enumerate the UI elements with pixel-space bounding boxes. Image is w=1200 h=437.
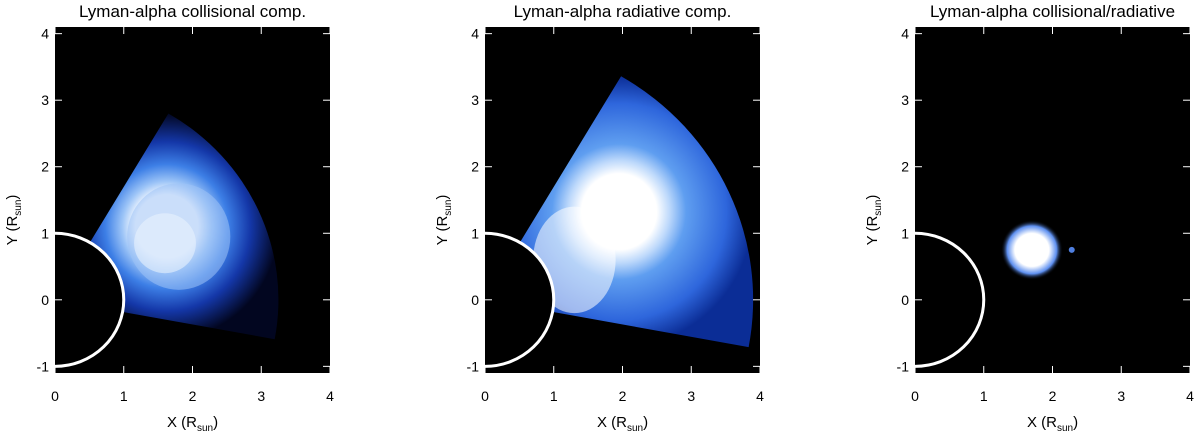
y-axis-label-sub: sun xyxy=(873,200,884,216)
x-tick-label: 3 xyxy=(1117,388,1125,404)
x-tick-label: 1 xyxy=(550,388,558,404)
y-tick-label: 1 xyxy=(41,225,49,241)
y-tick-label: 4 xyxy=(471,26,479,42)
x-tick-label: 2 xyxy=(189,388,197,404)
y-tick-label: 4 xyxy=(901,26,909,42)
x-tick-label: 4 xyxy=(326,388,334,404)
x-axis-label: X (Rsun) xyxy=(1027,414,1078,432)
y-tick-label: -1 xyxy=(37,358,50,374)
y-axis-label: Y (Rsun) xyxy=(4,195,24,246)
chart-title: Lyman-alpha collisional/radiative xyxy=(930,2,1175,21)
y-tick-label: 1 xyxy=(901,225,909,241)
y-axis-label-text: ) xyxy=(4,195,21,200)
x-axis-label-text: X (R xyxy=(597,414,627,431)
x-tick-label: 0 xyxy=(911,388,919,404)
y-tick-label: 1 xyxy=(471,225,479,241)
emission-blob xyxy=(134,213,196,274)
emission-blob xyxy=(1000,219,1063,280)
y-tick-label: 3 xyxy=(901,92,909,108)
y-axis-label-text: ) xyxy=(434,195,451,200)
y-tick-label: 0 xyxy=(41,292,49,308)
x-axis-label-sub: sun xyxy=(1057,423,1073,432)
x-axis-label-sub: sun xyxy=(197,423,213,432)
y-tick-label: 4 xyxy=(41,26,49,42)
y-axis-label: Y (Rsun) xyxy=(434,195,454,246)
y-axis-label-sub: sun xyxy=(13,200,24,216)
x-tick-label: 4 xyxy=(756,388,764,404)
sun-disk xyxy=(55,231,126,368)
chart-title: Lyman-alpha collisional comp. xyxy=(79,2,306,21)
chart-title: Lyman-alpha radiative comp. xyxy=(514,2,732,21)
x-tick-label: 2 xyxy=(1049,388,1057,404)
y-axis-label-text: ) xyxy=(864,195,881,200)
emission-blob xyxy=(1068,246,1075,253)
x-tick-label: 4 xyxy=(1186,388,1194,404)
x-axis-label: X (Rsun) xyxy=(597,414,648,432)
y-axis-label-sub: sun xyxy=(443,200,454,216)
y-tick-label: 3 xyxy=(471,92,479,108)
x-tick-label: 2 xyxy=(619,388,627,404)
y-axis-label: Y (Rsun) xyxy=(864,195,884,246)
x-tick-label: 3 xyxy=(257,388,265,404)
plot-content xyxy=(55,113,279,368)
y-tick-label: 2 xyxy=(471,159,479,175)
y-axis-label-text: Y (R xyxy=(864,216,881,246)
x-axis-label: X (Rsun) xyxy=(167,414,218,432)
x-axis-label-text: ) xyxy=(643,414,648,431)
y-tick-label: 0 xyxy=(901,292,909,308)
x-axis-label-sub: sun xyxy=(627,423,643,432)
x-tick-label: 1 xyxy=(980,388,988,404)
plot-content xyxy=(915,219,1075,368)
x-tick-label: 0 xyxy=(481,388,489,404)
sun-disk xyxy=(915,231,986,368)
y-tick-label: -1 xyxy=(467,358,480,374)
x-axis-label-text: ) xyxy=(213,414,218,431)
y-axis-label-text: Y (R xyxy=(434,216,451,246)
y-tick-label: 0 xyxy=(471,292,479,308)
plot-content xyxy=(485,76,754,368)
y-tick-label: 3 xyxy=(41,92,49,108)
x-tick-label: 3 xyxy=(687,388,695,404)
x-tick-label: 1 xyxy=(120,388,128,404)
y-axis-label-text: Y (R xyxy=(4,216,21,246)
x-axis-label-text: X (R xyxy=(1027,414,1057,431)
x-axis-label-text: ) xyxy=(1073,414,1078,431)
sun-disk xyxy=(485,231,556,368)
x-axis-label-text: X (R xyxy=(167,414,197,431)
y-tick-label: -1 xyxy=(897,358,910,374)
y-tick-label: 2 xyxy=(41,159,49,175)
x-tick-label: 0 xyxy=(51,388,59,404)
y-tick-label: 2 xyxy=(901,159,909,175)
